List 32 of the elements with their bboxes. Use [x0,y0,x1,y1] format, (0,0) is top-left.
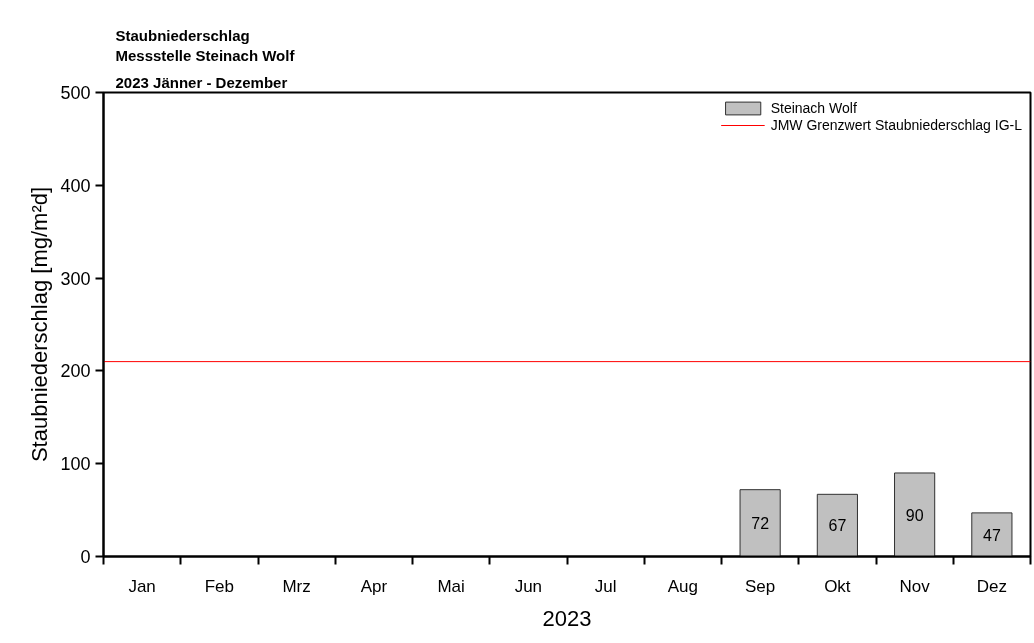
x-axis-title: 2023 [542,605,592,631]
chart-title: Staubniederschlag [115,26,250,44]
x-tick-label: Sep [745,576,776,596]
x-tick-label: Mai [437,576,465,596]
data-label: 72 [751,515,770,533]
y-tick-label: 200 [60,361,91,382]
y-tick-label: 300 [60,268,91,289]
x-tick-label: Okt [824,576,851,596]
legend-label: JMW Grenzwert Staubniederschlag IG-L [770,117,1022,133]
y-tick-label: 100 [60,454,91,475]
x-tick-label: Nov [899,576,931,596]
x-tick-label: Jun [514,576,543,596]
y-tick-label: 500 [60,83,91,103]
x-tick-label: Jan [128,576,156,596]
data-label: 47 [982,526,1001,544]
chart-subtitle: Messstelle Steinach Wolf 2023 Jänner - Dezember [115,47,296,92]
y-tick-label: 400 [60,175,91,196]
bar [816,493,858,557]
bar [739,489,781,557]
bar [971,512,1013,557]
x-tick-label: Feb [204,576,235,596]
x-tick-label: Dez [976,576,1007,596]
bar [894,472,936,557]
x-tick-label: Mrz [282,576,311,596]
x-tick-label: Apr [360,576,388,596]
x-tick-label: Jul [594,576,617,596]
x-tick-label: Aug [667,576,698,596]
y-tick-label: 0 [80,547,91,567]
legend-label: Steinach Wolf [770,100,857,116]
data-label: 67 [828,517,847,535]
data-label: 90 [905,506,924,524]
y-axis-title: Staubniederschlag [mg/m²d] [27,186,53,463]
